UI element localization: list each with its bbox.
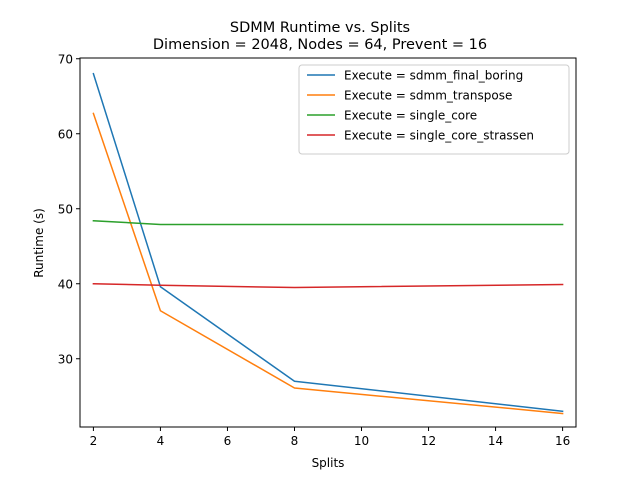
series-line-sdmm-final-boring [92, 72, 564, 413]
plot-frame [79, 57, 577, 428]
series-line-sdmm-transpose [92, 112, 564, 415]
legend: Execute = sdmm_final_boring Execute = sdm… [298, 64, 570, 155]
y-tick-label: 60 [58, 127, 73, 141]
x-axis-label: Splits [312, 456, 345, 470]
y-tick-label: 70 [58, 52, 73, 66]
ticks-layer: 2 4 6 8 10 12 14 16 30 40 50 60 70 [58, 52, 571, 448]
x-tick-label: 16 [555, 434, 570, 448]
x-tick-label: 14 [488, 434, 503, 448]
series-layer [92, 72, 564, 415]
chart-title: SDMM Runtime vs. Splits [230, 20, 410, 36]
legend-label: Execute = sdmm_final_boring [344, 69, 523, 83]
x-tick-label: 6 [224, 434, 232, 448]
x-tick-label: 12 [421, 434, 436, 448]
series-line-single-core [92, 219, 564, 226]
y-tick-label: 40 [58, 277, 73, 291]
x-tick-label: 10 [354, 434, 369, 448]
x-tick-label: 8 [291, 434, 299, 448]
y-tick-label: 30 [58, 352, 73, 366]
x-tick-label: 4 [157, 434, 165, 448]
y-axis-label: Runtime (s) [32, 208, 46, 278]
legend-label: Execute = single_core [344, 109, 477, 123]
series-line-single-core-strassen [92, 282, 564, 289]
legend-label: Execute = sdmm_transpose [344, 89, 512, 103]
y-tick-label: 50 [58, 202, 73, 216]
legend-box [298, 64, 570, 155]
chart-subtitle: Dimension = 2048, Nodes = 64, Prevent = … [153, 37, 487, 53]
x-tick-label: 2 [90, 434, 98, 448]
legend-label: Execute = single_core_strassen [344, 129, 534, 143]
